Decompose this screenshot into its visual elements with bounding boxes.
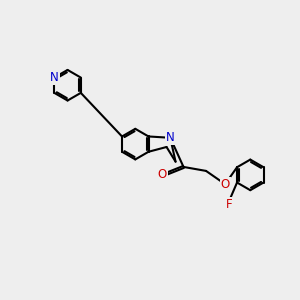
Text: N: N — [50, 71, 59, 84]
Text: F: F — [226, 198, 232, 211]
Text: O: O — [220, 178, 230, 191]
Text: O: O — [158, 168, 167, 182]
Text: N: N — [166, 131, 175, 144]
